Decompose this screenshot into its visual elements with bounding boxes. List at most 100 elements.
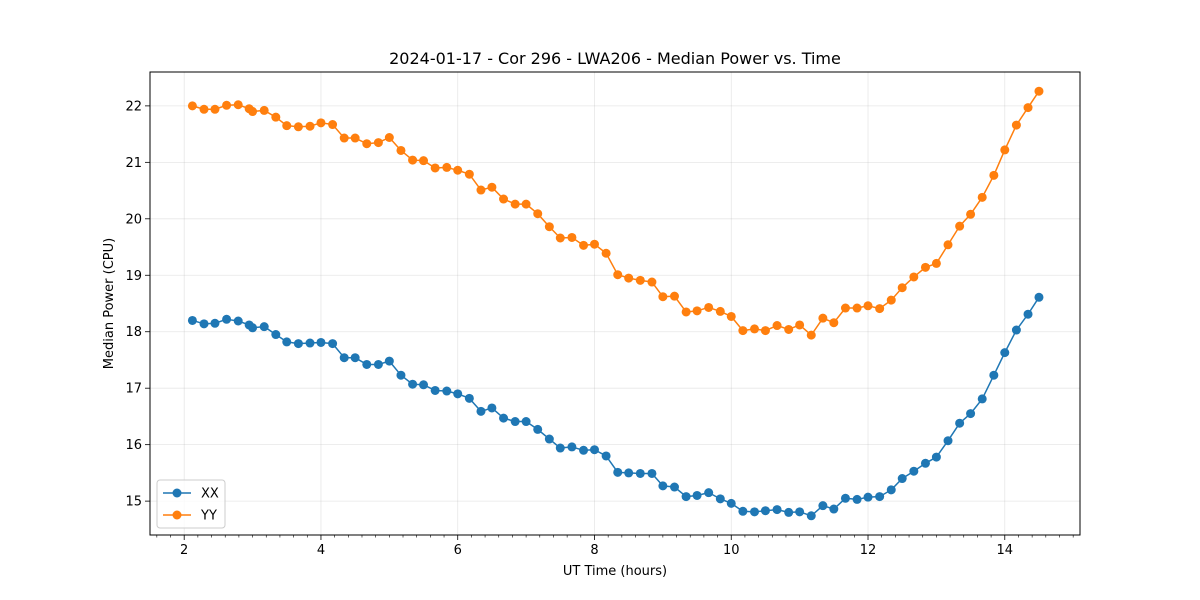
- data-point: [943, 436, 953, 446]
- data-point: [795, 320, 805, 330]
- data-point: [373, 359, 383, 369]
- data-point: [852, 494, 862, 504]
- data-point: [692, 490, 702, 500]
- data-point: [772, 505, 782, 515]
- data-point: [875, 492, 885, 502]
- data-point: [613, 270, 623, 280]
- y-tick-label: 17: [125, 382, 142, 397]
- series-layer: [187, 86, 1044, 521]
- data-point: [555, 443, 565, 453]
- data-point: [966, 209, 976, 219]
- data-point: [222, 100, 232, 110]
- data-point: [829, 318, 839, 328]
- data-point: [384, 356, 394, 366]
- data-point: [601, 248, 611, 258]
- data-point: [339, 353, 349, 363]
- data-point: [233, 100, 243, 110]
- data-point: [187, 101, 197, 111]
- data-point: [499, 413, 509, 423]
- data-point: [897, 474, 907, 484]
- data-point: [579, 240, 589, 250]
- data-point: [1000, 348, 1010, 358]
- data-point: [624, 273, 634, 283]
- data-point: [233, 316, 243, 326]
- data-point: [316, 118, 326, 128]
- data-point: [840, 303, 850, 313]
- data-point: [419, 380, 429, 390]
- data-point: [784, 324, 794, 334]
- axis-ticks: 2 4 6 8 10 12 14 15 16 17 18 19 20 21 22: [125, 99, 1074, 558]
- data-point: [909, 272, 919, 282]
- data-point: [681, 492, 691, 502]
- y-tick-label: 22: [125, 99, 142, 114]
- data-point: [886, 485, 896, 495]
- data-point: [567, 232, 577, 242]
- y-tick-label: 21: [125, 156, 142, 171]
- data-point: [784, 507, 794, 517]
- data-point: [487, 182, 497, 192]
- data-point: [442, 162, 452, 172]
- legend: XX YY: [156, 479, 226, 529]
- data-point: [818, 313, 828, 323]
- data-point: [210, 104, 220, 114]
- data-point: [362, 359, 372, 369]
- data-point: [350, 133, 360, 143]
- data-point: [989, 370, 999, 380]
- series-line-yy: [192, 90, 1040, 336]
- data-point: [305, 338, 315, 348]
- data-point: [499, 194, 509, 204]
- data-point: [920, 458, 930, 468]
- data-point: [248, 323, 258, 333]
- data-point: [199, 319, 209, 329]
- data-point: [350, 353, 360, 363]
- data-point: [533, 209, 543, 219]
- y-axis-label: Median Power (CPU): [102, 238, 117, 369]
- data-point: [222, 314, 232, 324]
- series-yy: [187, 86, 1044, 340]
- data-point: [567, 442, 577, 452]
- data-point: [430, 385, 440, 395]
- data-point: [909, 466, 919, 476]
- data-point: [510, 199, 520, 209]
- x-tick-label: 12: [860, 543, 877, 558]
- data-point: [647, 277, 657, 287]
- data-point: [589, 445, 599, 455]
- data-point: [589, 239, 599, 249]
- data-point: [726, 311, 736, 321]
- data-point: [476, 406, 486, 416]
- data-point: [806, 511, 816, 521]
- y-tick-label: 15: [125, 495, 142, 510]
- data-point: [955, 418, 965, 428]
- data-point: [806, 330, 816, 340]
- data-point: [738, 326, 748, 336]
- data-point: [955, 221, 965, 231]
- x-tick-label: 6: [454, 543, 462, 558]
- x-tick-label: 4: [317, 543, 325, 558]
- data-point: [328, 120, 338, 130]
- data-point: [248, 107, 258, 117]
- x-tick-label: 2: [180, 543, 188, 558]
- data-point: [464, 393, 474, 403]
- plot-area-frame: [149, 71, 1081, 536]
- data-point: [875, 304, 885, 314]
- legend-item-yy: YY: [163, 509, 217, 524]
- data-point: [464, 169, 474, 179]
- data-point: [977, 394, 987, 404]
- x-axis-label: UT Time (hours): [563, 564, 667, 579]
- data-point: [453, 165, 463, 175]
- data-point: [442, 386, 452, 396]
- data-point: [199, 104, 209, 114]
- data-point: [658, 292, 668, 302]
- data-point: [943, 240, 953, 250]
- data-point: [1011, 120, 1021, 130]
- legend-marker: [172, 488, 182, 498]
- data-point: [430, 163, 440, 173]
- data-point: [647, 468, 657, 478]
- data-point: [187, 315, 197, 325]
- data-point: [419, 156, 429, 166]
- data-point: [1023, 309, 1033, 319]
- series-line-xx: [192, 296, 1040, 517]
- data-point: [613, 467, 623, 477]
- data-point: [396, 370, 406, 380]
- data-point: [692, 306, 702, 316]
